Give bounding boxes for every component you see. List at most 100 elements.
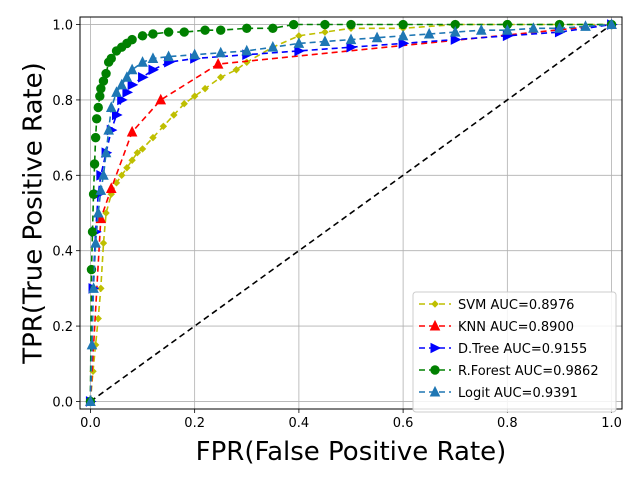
data-point	[170, 111, 178, 119]
data-point	[128, 156, 136, 164]
data-point	[86, 264, 97, 275]
data-point	[190, 92, 199, 100]
data-point	[189, 48, 200, 60]
data-point	[133, 148, 142, 157]
data-point	[95, 184, 107, 195]
data-point	[216, 25, 226, 35]
data-point	[138, 145, 147, 153]
data-point	[528, 22, 539, 33]
x-tick-label: 0.2	[184, 416, 205, 431]
data-point	[475, 24, 487, 35]
data-point	[93, 102, 103, 113]
data-point	[86, 338, 98, 350]
data-point	[398, 19, 408, 30]
plot-frame	[79, 16, 623, 410]
series-line	[89, 23, 612, 402]
data-point	[117, 94, 128, 106]
x-tick-label: 0.6	[393, 416, 414, 431]
data-point	[87, 227, 98, 237]
data-point	[95, 91, 105, 101]
data-point	[88, 282, 99, 293]
data-point	[100, 146, 112, 158]
data-point	[127, 79, 139, 91]
series-line	[89, 23, 612, 402]
data-point	[179, 27, 189, 37]
data-point	[232, 66, 241, 74]
data-point	[147, 52, 159, 63]
data-point	[215, 46, 227, 58]
y-tick-label: 0.0	[52, 395, 73, 410]
data-point	[126, 63, 138, 75]
legend-label: D.Tree AUC=0.9155	[458, 342, 587, 357]
data-point	[148, 29, 158, 39]
reference-line	[89, 23, 613, 403]
series-4	[85, 18, 617, 406]
data-point	[137, 31, 148, 41]
data-point	[126, 125, 138, 137]
data-point	[294, 45, 306, 57]
data-point	[163, 27, 174, 37]
data-point	[346, 19, 356, 30]
data-point	[89, 159, 100, 169]
data-point	[101, 68, 111, 79]
data-point	[217, 73, 225, 82]
data-point	[105, 182, 117, 193]
data-point	[180, 99, 188, 108]
legend-marker	[429, 385, 441, 397]
data-point	[371, 31, 383, 43]
data-point	[97, 284, 105, 293]
data-point	[106, 53, 116, 64]
x-tick-label: 1.0	[601, 416, 622, 431]
legend-label: SVM AUC=0.8976	[458, 298, 574, 313]
grid	[80, 17, 622, 409]
data-point	[346, 41, 358, 53]
y-axis-label: TPR(True Positive Rate)	[19, 62, 49, 365]
data-point	[449, 25, 461, 37]
y-tick-label: 0.8	[52, 94, 73, 109]
data-point	[155, 93, 167, 105]
data-point	[95, 212, 107, 224]
data-point	[90, 237, 101, 248]
diagonal-reference-line	[89, 23, 613, 403]
data-point	[345, 33, 357, 45]
legend-marker	[431, 300, 439, 308]
legend: SVM AUC=0.8976 KNN AUC=0.8900 D.Tree AUC=0…	[412, 291, 617, 413]
x-tick-label: 0.0	[80, 416, 101, 431]
data-point	[137, 56, 148, 67]
data-point	[268, 23, 278, 34]
x-axis-label: FPR(False Positive Rate)	[196, 437, 507, 467]
data-point	[267, 41, 279, 52]
y-tick-label: 0.4	[52, 245, 73, 260]
data-point	[90, 132, 101, 143]
y-tick-label: 0.6	[52, 169, 73, 184]
data-point	[200, 25, 210, 35]
data-point	[241, 44, 253, 56]
data-point	[423, 27, 435, 39]
data-point	[121, 71, 133, 82]
series-3	[85, 19, 617, 407]
data-point	[321, 28, 329, 36]
data-point	[111, 86, 122, 97]
series-line	[89, 23, 612, 402]
data-point	[94, 314, 102, 323]
data-point	[212, 57, 224, 69]
legend-marker	[430, 342, 442, 354]
y-tick-label: 0.2	[52, 320, 73, 335]
data-point	[127, 34, 137, 45]
data-point	[92, 206, 104, 218]
y-tick-label: 1.0	[52, 19, 73, 34]
ticks: 0.0 0.2 0.4 0.6 0.8 1.0 0.0 0.2 0.4 0.6 0.8 1.0	[52, 19, 622, 431]
data-point	[450, 34, 462, 45]
legend-marker	[429, 319, 441, 331]
data-point	[85, 395, 96, 406]
data-point	[148, 64, 160, 76]
data-point	[201, 84, 209, 93]
data-point	[105, 101, 117, 112]
data-point	[138, 71, 149, 83]
legend-label: KNN AUC=0.8900	[458, 320, 574, 335]
data-point	[122, 87, 134, 98]
data-point	[242, 23, 252, 34]
data-point	[116, 78, 128, 90]
data-point	[159, 122, 168, 131]
data-point	[163, 50, 174, 62]
